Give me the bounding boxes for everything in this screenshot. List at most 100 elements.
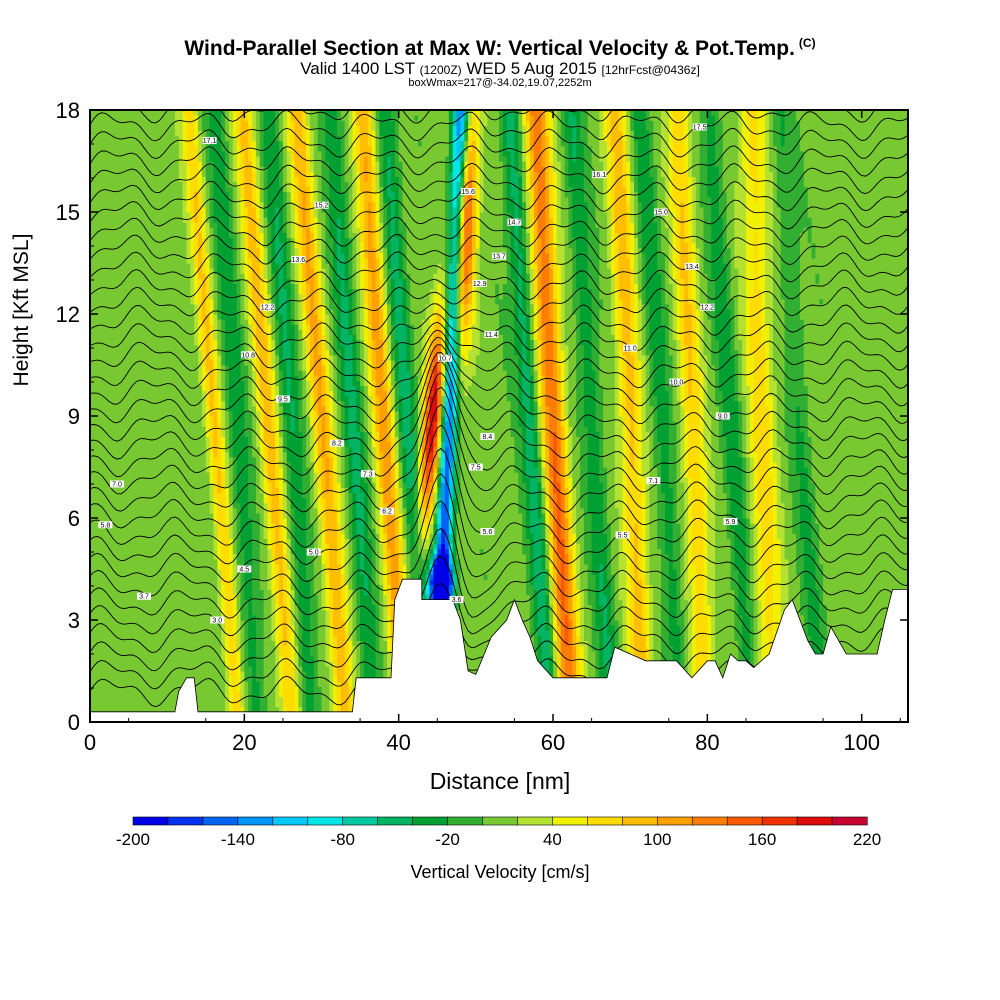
field-cell <box>661 574 670 580</box>
field-cell <box>433 497 438 504</box>
field-cell <box>691 584 697 590</box>
field-cell <box>630 589 635 596</box>
field-cell <box>286 599 292 606</box>
field-cell <box>306 538 315 545</box>
field-cell <box>811 512 816 519</box>
field-cell <box>329 467 334 473</box>
field-cell <box>217 533 230 539</box>
field-cell <box>360 599 373 606</box>
field-cell <box>433 538 438 545</box>
field-cell <box>757 599 762 606</box>
field-cell <box>649 487 658 494</box>
field-cell <box>367 584 373 590</box>
field-cell <box>309 589 315 596</box>
field-cell <box>398 472 404 478</box>
field-cell <box>576 614 581 621</box>
field-cell <box>282 518 288 524</box>
field-cell <box>564 492 570 499</box>
field-cell <box>240 676 245 682</box>
field-cell <box>749 528 755 534</box>
field-cell <box>587 645 593 652</box>
field-cell <box>302 650 311 657</box>
field-cell <box>668 604 678 611</box>
field-cell <box>792 497 801 504</box>
field-cell <box>811 645 824 652</box>
field-cell <box>734 630 743 636</box>
field-cell <box>572 467 581 473</box>
field-cell <box>691 645 697 652</box>
field-cell <box>695 599 705 606</box>
field-cell <box>603 492 608 499</box>
field-cell <box>549 548 554 555</box>
field-cell <box>691 599 697 606</box>
field-cell <box>414 482 419 488</box>
field-cell <box>688 630 693 636</box>
field-cell <box>749 558 755 565</box>
field-cell <box>726 472 743 478</box>
field-cell <box>402 512 407 519</box>
field-cell <box>564 563 570 570</box>
field-cell <box>626 477 639 483</box>
field-cell <box>580 620 585 626</box>
field-cell <box>410 528 415 534</box>
field-cell <box>282 589 288 596</box>
field-cell <box>225 660 230 667</box>
field-cell <box>580 487 589 494</box>
field-cell <box>236 671 242 677</box>
field-cell <box>90 594 218 601</box>
field-cell <box>302 630 311 636</box>
field-cell <box>390 614 396 621</box>
field-cell <box>819 604 828 611</box>
field-cell <box>703 492 708 499</box>
field-cell <box>630 594 635 601</box>
field-cell <box>707 599 716 606</box>
field-cell <box>414 461 419 468</box>
field-cell <box>263 497 269 504</box>
field-cell <box>772 614 782 621</box>
field-cell <box>271 553 276 560</box>
field-cell <box>780 467 789 473</box>
field-cell <box>641 563 647 570</box>
field-cell <box>348 492 353 499</box>
field-cell <box>668 563 674 570</box>
field-cell <box>595 609 604 616</box>
field-cell <box>792 502 801 509</box>
field-cell <box>753 507 759 514</box>
field-cell <box>607 477 616 483</box>
field-cell <box>317 482 323 488</box>
field-cell <box>348 681 353 687</box>
field-cell <box>248 472 257 478</box>
field-cell <box>610 584 616 590</box>
field-cell <box>290 625 296 631</box>
field-cell <box>529 625 535 631</box>
field-cell <box>676 599 681 606</box>
field-cell <box>753 548 759 555</box>
field-cell <box>823 584 908 590</box>
field-cell <box>90 671 226 677</box>
field-cell <box>626 467 639 473</box>
field-cell <box>414 528 419 534</box>
field-cell <box>556 609 562 616</box>
field-cell <box>375 655 384 662</box>
field-cell <box>356 502 365 509</box>
field-cell <box>371 558 377 565</box>
field-cell <box>290 599 296 606</box>
field-cell <box>784 507 793 514</box>
field-cell <box>745 538 751 545</box>
field-cell <box>688 569 697 575</box>
field-cell <box>344 518 350 524</box>
field-cell <box>352 584 357 590</box>
field-cell <box>757 502 774 509</box>
field-cell <box>437 512 442 519</box>
field-cell <box>228 492 234 499</box>
field-cell <box>244 665 253 672</box>
field-cell <box>437 467 442 473</box>
field-cell <box>275 482 280 488</box>
field-cell <box>707 574 716 580</box>
field-cell <box>529 563 535 570</box>
field-cell <box>228 553 234 560</box>
field-cell <box>348 614 353 621</box>
field-cell <box>252 691 261 698</box>
field-cell <box>583 635 593 641</box>
field-cell <box>317 604 323 611</box>
